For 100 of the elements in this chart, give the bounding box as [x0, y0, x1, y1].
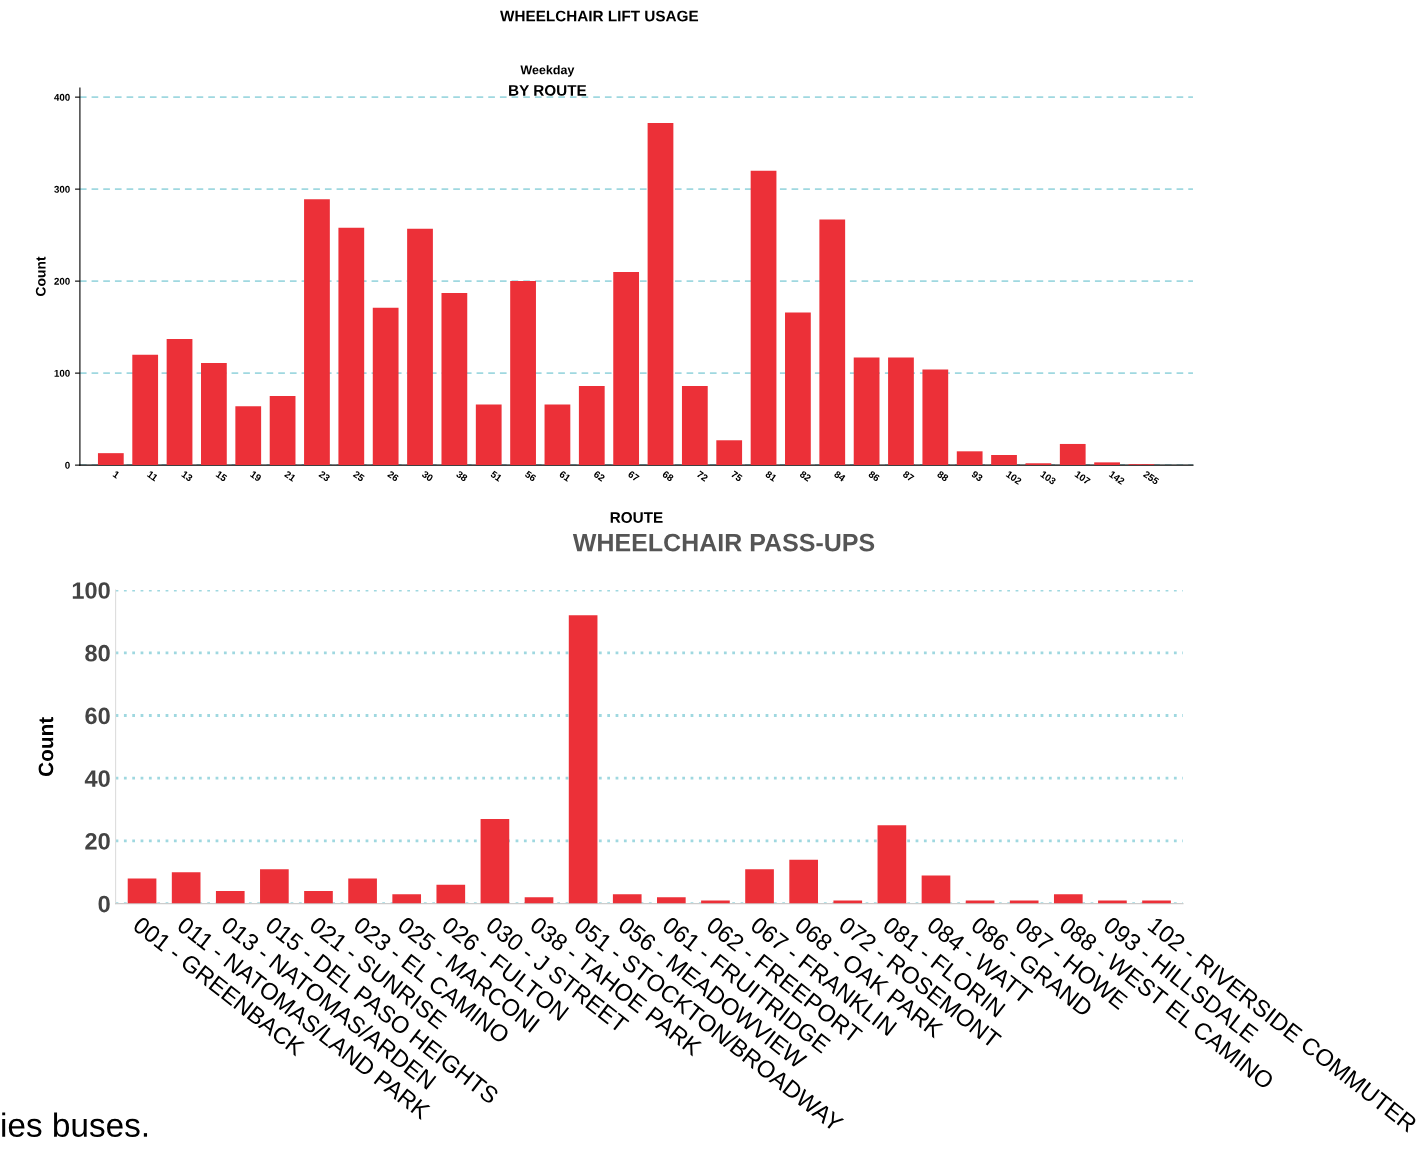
bar — [819, 219, 846, 466]
bar — [132, 354, 159, 466]
x-tick-label: 19 — [249, 470, 262, 482]
x-tick-label: 107 — [1074, 470, 1091, 485]
x-tick-label: 51 — [490, 470, 503, 482]
y-tick-label: 80 — [85, 644, 110, 662]
x-tick-label: 142 — [1108, 470, 1126, 485]
bar — [524, 897, 554, 904]
y-tick-label: 60 — [85, 707, 110, 725]
bar — [745, 869, 774, 904]
y-tick-label: 20 — [85, 832, 110, 850]
x-tick-label: 81 — [764, 470, 778, 482]
bar — [965, 900, 995, 904]
bar — [510, 281, 536, 466]
bar — [701, 900, 730, 904]
bar — [392, 894, 422, 904]
bar — [716, 440, 743, 466]
bar — [436, 884, 466, 904]
bar — [475, 404, 502, 466]
x-tick-label: 26 — [387, 470, 400, 482]
y-tick-label: 0 — [65, 461, 70, 469]
x-tick-label: 13 — [181, 470, 194, 482]
bar — [956, 451, 983, 466]
bar — [215, 891, 245, 904]
bar — [1009, 900, 1039, 904]
bar — [877, 825, 907, 904]
y-tick-label: 40 — [84, 770, 110, 787]
bar — [991, 454, 1017, 466]
x-tick-label: 87 — [902, 470, 915, 482]
bar — [544, 404, 571, 466]
bar — [372, 307, 399, 466]
x-tick-label: 86 — [867, 470, 881, 482]
chart-title: WHEELCHAIR PASS-UPS — [572, 533, 875, 552]
bar — [647, 122, 674, 466]
bar — [853, 357, 880, 466]
bar — [304, 891, 333, 904]
bar — [269, 396, 296, 466]
chart-subtitle: Weekday — [520, 65, 575, 77]
bar — [127, 878, 157, 904]
y-tick-label: 0 — [98, 895, 110, 913]
x-tick-label: 30 — [421, 470, 434, 482]
y-tick-label: 100 — [54, 369, 70, 377]
bar — [1053, 894, 1083, 904]
bar — [441, 293, 468, 466]
x-tick-label: 25 — [352, 470, 365, 482]
y-tick-label: 400 — [54, 93, 70, 101]
bar — [97, 453, 124, 466]
x-tick-label: 72 — [696, 470, 709, 482]
x-tick-label: 88 — [936, 470, 949, 482]
bar — [750, 170, 777, 466]
bar — [1059, 443, 1086, 466]
y-axis-title: Count — [38, 717, 54, 777]
x-tick-label: 103 — [1039, 470, 1057, 485]
x-tick-label: 56 — [524, 470, 537, 482]
bar — [922, 369, 949, 466]
y-axis-title: Count — [35, 256, 46, 296]
x-tick-label: 62 — [593, 470, 606, 482]
bar — [348, 878, 377, 904]
x-tick-label: 11 — [146, 470, 159, 482]
bar — [612, 894, 642, 904]
bar — [785, 312, 811, 466]
bar — [171, 872, 201, 904]
x-tick-label: 75 — [730, 470, 743, 482]
text: ies buses. — [2, 1112, 148, 1138]
bar — [568, 615, 598, 904]
bar — [613, 271, 640, 466]
x-tick-label: 61 — [558, 470, 572, 482]
x-axis-title: ROUTE — [610, 512, 663, 523]
x-tick-label: 255 — [1142, 470, 1160, 485]
bar — [166, 339, 193, 466]
x-tick-label: 84 — [833, 470, 847, 482]
bar — [338, 227, 365, 466]
bar — [681, 386, 708, 466]
x-tick-label: 15 — [215, 470, 228, 482]
annotation: BY ROUTE — [509, 84, 587, 96]
bar — [888, 357, 914, 466]
bar — [789, 859, 818, 904]
x-tick-label: 68 — [661, 470, 675, 482]
bar — [1142, 900, 1171, 904]
y-tick-label: 300 — [54, 185, 70, 193]
bar — [480, 818, 510, 904]
x-tick-label: 93 — [971, 470, 984, 482]
x-tick-label: 38 — [455, 470, 469, 482]
chart-title: WHEELCHAIR LIFT USAGE — [500, 10, 699, 22]
x-tick-label: 21 — [284, 470, 297, 482]
bar — [578, 386, 605, 466]
bar — [833, 900, 863, 904]
x-tick-label: 23 — [318, 470, 331, 482]
x-tick-label: 82 — [799, 470, 812, 482]
bar — [201, 363, 227, 466]
x-tick-label: 102 — [1005, 470, 1023, 485]
x-tick-label: 67 — [627, 470, 640, 482]
y-tick-label: 200 — [54, 277, 70, 285]
x-tick-label: 1 — [112, 470, 121, 479]
bar — [304, 199, 330, 466]
bar — [235, 406, 262, 466]
bar — [921, 875, 951, 904]
bar — [657, 897, 686, 904]
bar — [1094, 462, 1120, 466]
bar — [407, 228, 433, 466]
